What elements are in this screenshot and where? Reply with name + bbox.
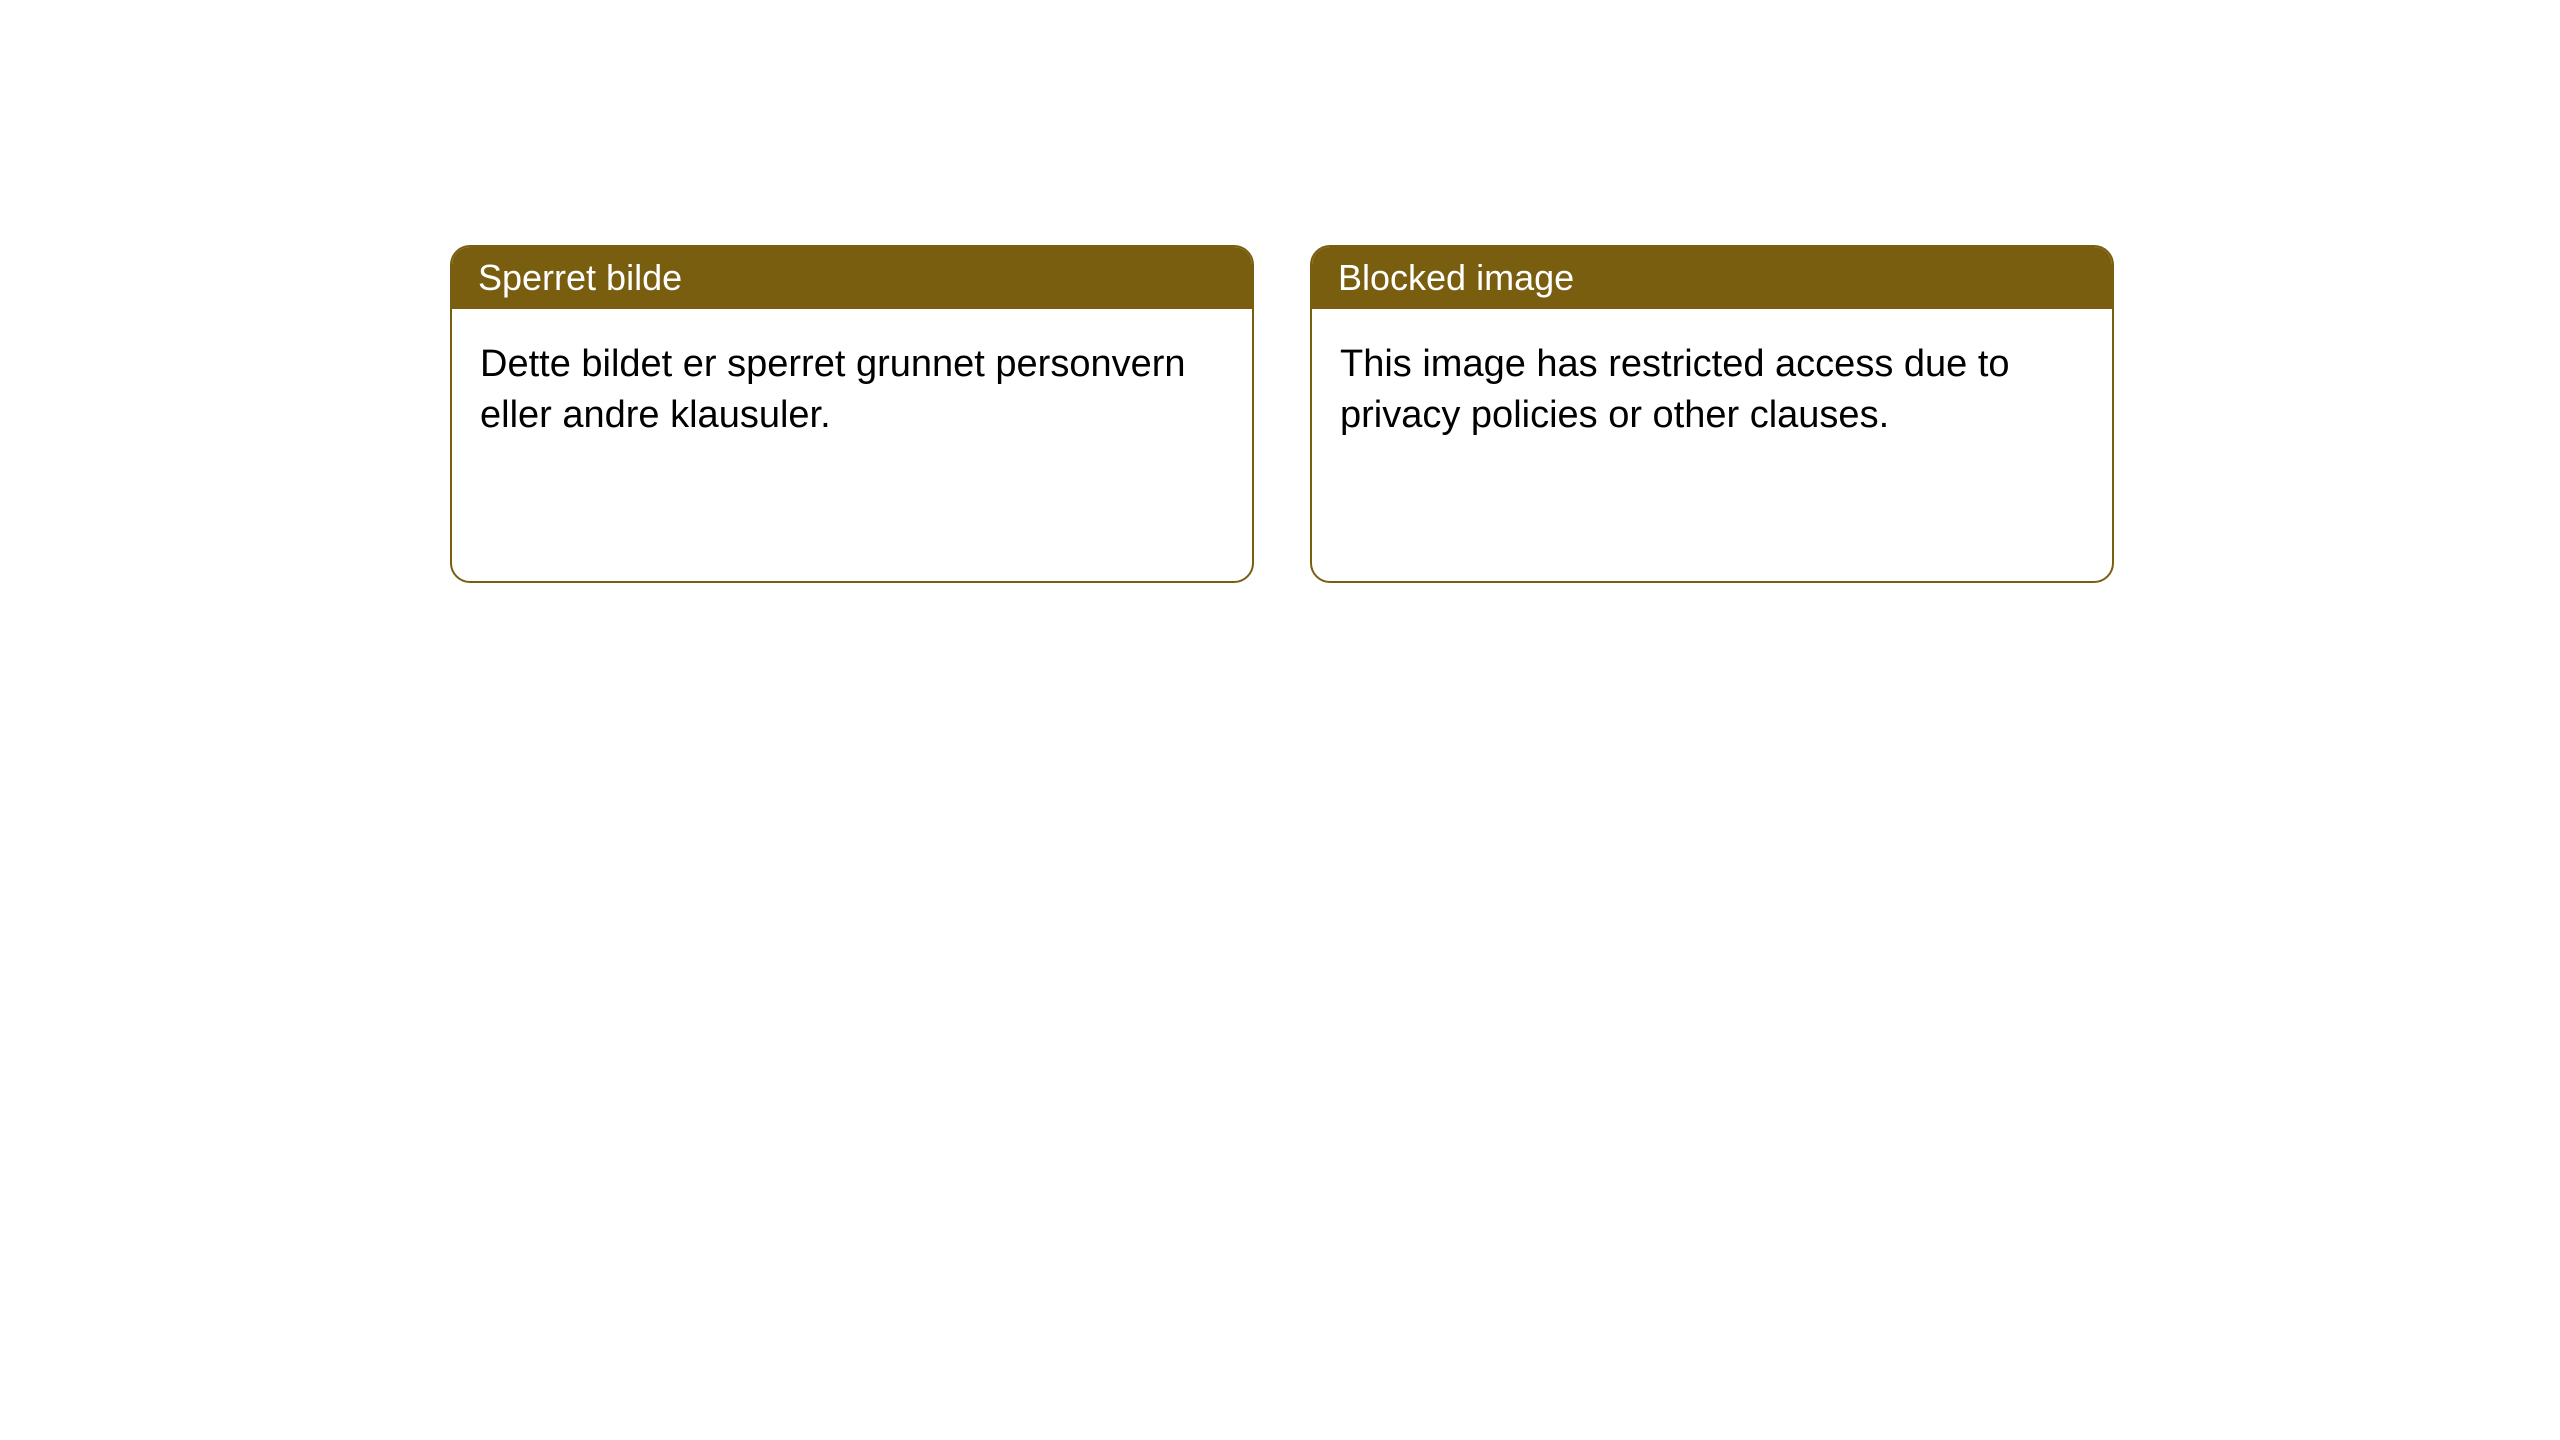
card-body-text: Dette bildet er sperret grunnet personve… [480,343,1186,436]
card-body: This image has restricted access due to … [1312,309,2112,472]
card-body: Dette bildet er sperret grunnet personve… [452,309,1252,472]
card-header: Sperret bilde [452,247,1252,309]
card-body-text: This image has restricted access due to … [1340,343,2010,436]
notice-card-norwegian: Sperret bilde Dette bildet er sperret gr… [450,245,1254,583]
notice-container: Sperret bilde Dette bildet er sperret gr… [0,0,2560,583]
card-title: Blocked image [1338,257,1574,298]
notice-card-english: Blocked image This image has restricted … [1310,245,2114,583]
card-header: Blocked image [1312,247,2112,309]
card-title: Sperret bilde [478,257,682,298]
